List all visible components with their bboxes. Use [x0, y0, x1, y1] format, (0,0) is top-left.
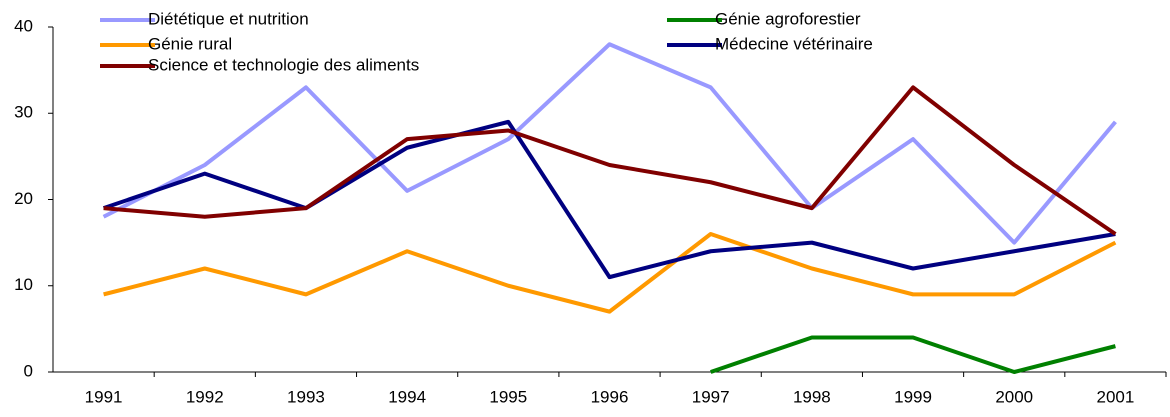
legend-label: Génie agroforestier: [715, 9, 861, 28]
x-tick-label: 1997: [692, 387, 730, 406]
y-tick-label: 30: [14, 103, 33, 122]
y-tick-label: 0: [24, 361, 33, 380]
x-tick-label: 1996: [591, 387, 629, 406]
legend-label: Diététique et nutrition: [148, 9, 309, 28]
x-tick-label: 1992: [186, 387, 224, 406]
x-tick-label: 1991: [85, 387, 123, 406]
x-tick-label: 1993: [287, 387, 325, 406]
legend-label: Médecine vétérinaire: [715, 34, 873, 53]
x-tick-label: 1998: [793, 387, 831, 406]
x-tick-label: 2000: [995, 387, 1033, 406]
series-line: [710, 335, 1116, 374]
y-tick-label: 20: [14, 189, 33, 208]
series-line: [102, 119, 1116, 280]
series-line: [103, 85, 1117, 236]
y-tick-label: 10: [14, 275, 33, 294]
series-line: [103, 232, 1117, 314]
x-tick-label: 1995: [489, 387, 527, 406]
series-line: [102, 42, 1117, 245]
legend-label: Science et technologie des aliments: [148, 55, 419, 74]
legend-label: Génie rural: [148, 34, 232, 53]
x-tick-label: 2001: [1096, 387, 1134, 406]
x-tick-label: 1994: [388, 387, 426, 406]
x-tick-label: 1999: [894, 387, 932, 406]
y-tick-label: 40: [14, 16, 33, 35]
